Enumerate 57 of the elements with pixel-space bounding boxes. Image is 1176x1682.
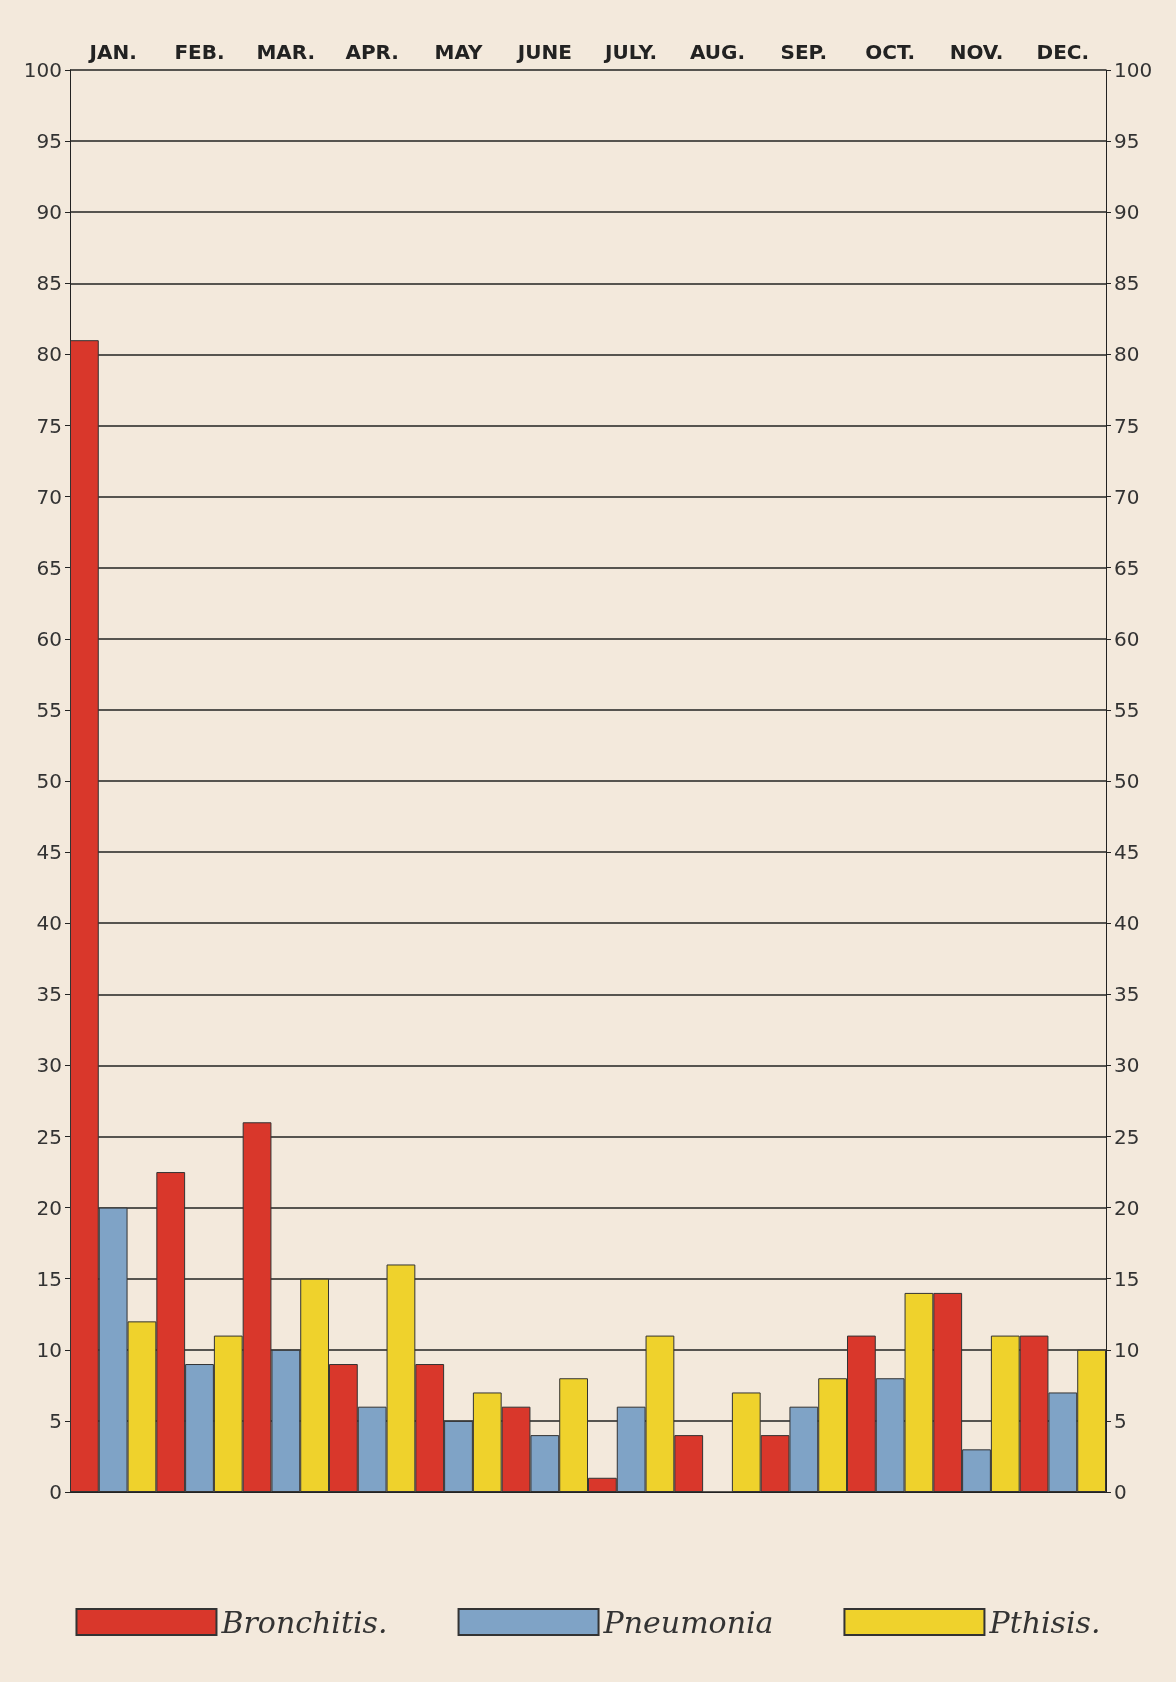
x-tick-label: MAR. [256,40,316,64]
x-tick-label: JAN. [87,40,137,64]
x-tick-label: DEC. [1036,40,1090,64]
y-tick-label: 90 [36,200,62,225]
y2-tick-label: 15 [1114,1266,1140,1291]
legend-label: Pthisis. [988,1604,1101,1640]
y2-tick-label: 95 [1114,129,1140,154]
y2-tick-label: 90 [1114,200,1140,225]
y2-tick-label: 55 [1114,697,1140,722]
y2-tick-label: 5 [1114,1408,1127,1433]
y-tick-label: 5 [49,1408,62,1433]
y2-tick-label: 70 [1114,484,1140,509]
legend-label: Pneumonia [602,1604,774,1640]
legend-label: Bronchitis. [220,1604,388,1640]
y-tick-label: 30 [36,1053,62,1078]
x-tick-label: OCT. [865,40,916,64]
y2-tick-label: 80 [1114,342,1140,367]
y2-tick-label: 10 [1114,1337,1140,1362]
y-tick-label: 50 [36,769,62,793]
y2-tick-label: 25 [1114,1124,1140,1149]
y-tick-label: 100 [23,58,62,82]
x-tick-label: MAY [434,40,483,64]
x-tick-label: JULY. [603,40,658,64]
x-tick-label: APR. [345,40,399,64]
y-tick-label: 35 [36,982,62,1007]
y2-tick-label: 50 [1114,769,1140,793]
y2-tick-label: 85 [1114,271,1140,296]
y-tick-label: 0 [49,1480,62,1504]
x-tick-label: JUNE [515,40,572,64]
x-tick-label: FEB. [174,40,225,64]
y-tick-label: 75 [36,413,62,438]
y-tick-label: 65 [36,555,62,580]
y-tick-label: 25 [36,1124,62,1149]
y-tick-label: 80 [36,342,62,367]
y2-tick-label: 0 [1114,1480,1127,1504]
y2-tick-label: 100 [1114,58,1153,82]
y2-tick-label: 75 [1114,413,1140,438]
x-tick-label: AUG. [689,40,746,64]
y-tick-label: 15 [36,1266,62,1291]
y-tick-label: 85 [36,271,62,296]
y2-tick-label: 35 [1114,982,1140,1007]
y2-tick-label: 30 [1114,1053,1140,1078]
y-tick-label: 10 [36,1337,62,1362]
y2-tick-label: 20 [1114,1195,1140,1220]
y-tick-label: 60 [36,626,62,651]
y-tick-label: 45 [36,840,62,865]
y2-tick-label: 45 [1114,840,1140,865]
x-tick-label: NOV. [949,40,1004,64]
y2-tick-label: 65 [1114,555,1140,580]
y2-tick-label: 60 [1114,626,1140,651]
y-tick-label: 95 [36,129,62,154]
y-tick-label: 40 [36,911,62,936]
y-tick-label: 20 [36,1195,62,1220]
y-tick-label: 70 [36,484,62,509]
x-tick-label: SEP. [780,40,828,64]
y2-tick-label: 40 [1114,911,1140,936]
y-tick-label: 55 [36,697,62,722]
